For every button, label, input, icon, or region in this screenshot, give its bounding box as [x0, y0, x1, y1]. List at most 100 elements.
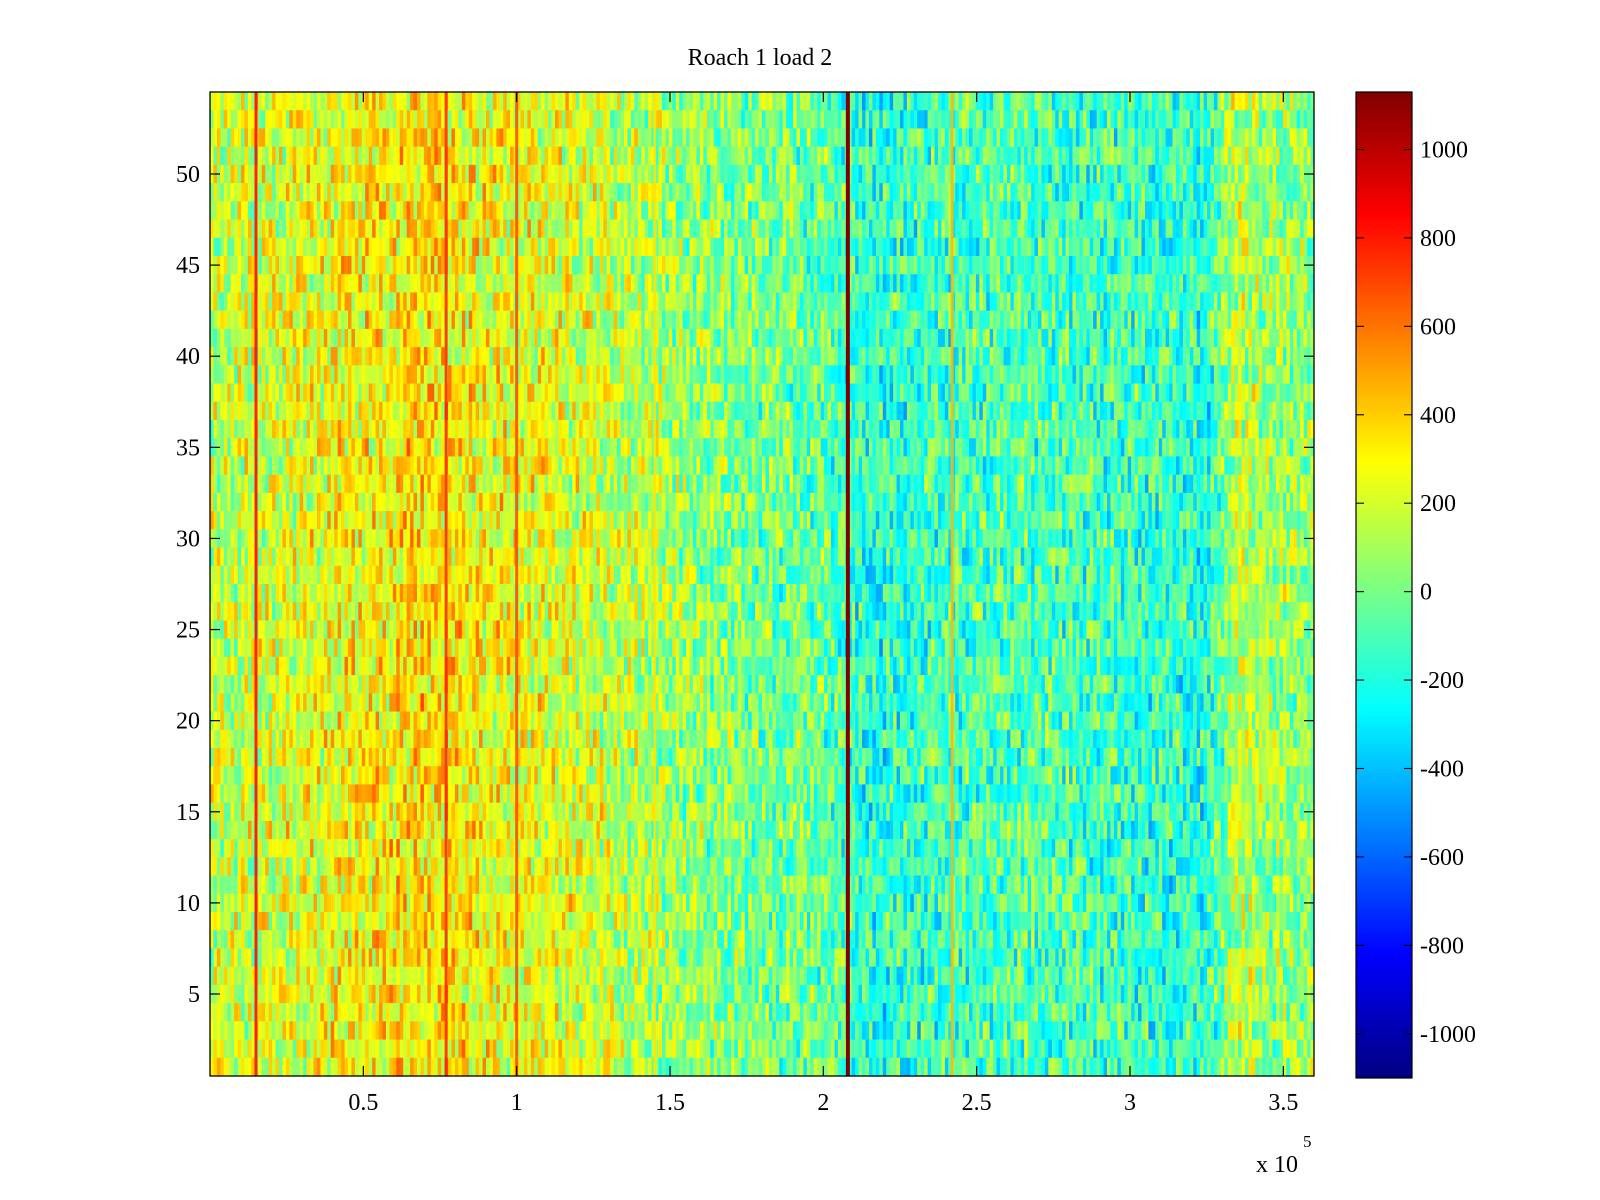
heatmap-cell: [1051, 256, 1056, 275]
heatmap-cell: [782, 274, 787, 294]
heatmap-cell: [441, 292, 446, 312]
heatmap-cell: [258, 92, 263, 111]
heatmap-cell: [703, 183, 708, 202]
heatmap-cell: [396, 274, 401, 294]
heatmap-cell: [1193, 328, 1198, 348]
heatmap-cell: [948, 128, 953, 148]
heatmap-cell: [461, 347, 466, 366]
heatmap-cell: [523, 128, 528, 148]
heatmap-cell: [1141, 310, 1146, 330]
heatmap-cell: [862, 201, 867, 221]
heatmap-cell: [472, 256, 477, 275]
heatmap-cell: [354, 164, 359, 184]
heatmap-cell: [1089, 292, 1094, 312]
heatmap-cell: [441, 365, 446, 385]
heatmap-cell: [1010, 328, 1015, 348]
heatmap-cell: [327, 219, 332, 239]
heatmap-cell: [1000, 292, 1005, 312]
heatmap-cell: [1134, 328, 1139, 348]
heatmap-cell: [744, 146, 749, 166]
heatmap-cell: [617, 256, 622, 275]
heatmap-cell: [461, 164, 466, 184]
heatmap-cell: [1286, 274, 1291, 294]
heatmap-cell: [762, 164, 767, 184]
heatmap-cell: [882, 274, 887, 294]
heatmap-cell: [1269, 110, 1274, 130]
heatmap-cell: [1176, 219, 1181, 239]
heatmap-cell: [1238, 128, 1243, 148]
heatmap-cell: [672, 292, 677, 312]
heatmap-cell: [951, 328, 956, 348]
heatmap-cell: [996, 146, 1001, 166]
heatmap-cell: [986, 92, 991, 111]
heatmap-cell: [1017, 110, 1022, 130]
heatmap-cell: [579, 183, 584, 202]
heatmap-cell: [268, 219, 273, 239]
heatmap-cell: [686, 92, 691, 111]
heatmap-cell: [775, 146, 780, 166]
heatmap-cell: [517, 128, 522, 148]
heatmap-cell: [227, 110, 232, 130]
heatmap-cell: [975, 292, 980, 312]
heatmap-cell: [1224, 128, 1229, 148]
heatmap-cell: [417, 164, 422, 184]
heatmap-cell: [1151, 219, 1156, 239]
heatmap-cell: [682, 128, 687, 148]
heatmap-cell: [606, 237, 611, 257]
heatmap-cell: [606, 128, 611, 148]
heatmap-cell: [323, 219, 328, 239]
heatmap-cell: [720, 365, 725, 385]
heatmap-cell: [265, 201, 270, 221]
heatmap-cell: [962, 110, 967, 130]
heatmap-cell: [1265, 110, 1270, 130]
heatmap-cell: [641, 128, 646, 148]
heatmap-cell: [661, 92, 666, 111]
heatmap-cell: [834, 328, 839, 348]
heatmap-cell: [1017, 146, 1022, 166]
heatmap-cell: [268, 310, 273, 330]
heatmap-cell: [875, 128, 880, 148]
heatmap-cell: [979, 201, 984, 221]
heatmap-cell: [413, 201, 418, 221]
heatmap-cell: [603, 110, 608, 130]
heatmap-cell: [279, 183, 284, 202]
heatmap-cell: [713, 365, 718, 385]
heatmap-cell: [365, 164, 370, 184]
heatmap-cell: [1193, 274, 1198, 294]
heatmap-cell: [544, 237, 549, 257]
heatmap-cell: [934, 310, 939, 330]
heatmap-cell: [603, 201, 608, 221]
heatmap-cell: [292, 347, 297, 366]
heatmap-cell: [913, 201, 918, 221]
heatmap-cell: [555, 110, 560, 130]
heatmap-cell: [851, 92, 856, 111]
heatmap-cell: [351, 219, 356, 239]
heatmap-cell: [530, 292, 535, 312]
heatmap-cell: [755, 128, 760, 148]
heatmap-cell: [458, 183, 463, 202]
heatmap-cell: [1100, 110, 1105, 130]
heatmap-cell: [617, 164, 622, 184]
heatmap-cell: [1082, 183, 1087, 202]
heatmap-cell: [306, 146, 311, 166]
heatmap-cell: [410, 219, 415, 239]
heatmap-cell: [486, 219, 491, 239]
heatmap-cell: [803, 92, 808, 111]
heatmap-cell: [351, 146, 356, 166]
heatmap-cell: [316, 146, 321, 166]
heatmap-cell: [292, 219, 297, 239]
heatmap-cell: [917, 110, 922, 130]
heatmap-cell: [399, 347, 404, 366]
heatmap-cell: [303, 256, 308, 275]
heatmap-cell: [689, 328, 694, 348]
heatmap-cell: [289, 347, 294, 366]
heatmap-cell: [282, 201, 287, 221]
heatmap-cell: [392, 256, 397, 275]
heatmap-cell: [247, 328, 252, 348]
heatmap-cell: [872, 110, 877, 130]
heatmap-cell: [1231, 146, 1236, 166]
heatmap-cell: [693, 274, 698, 294]
heatmap-cell: [603, 146, 608, 166]
heatmap-cell: [624, 201, 629, 221]
heatmap-cell: [1069, 310, 1074, 330]
